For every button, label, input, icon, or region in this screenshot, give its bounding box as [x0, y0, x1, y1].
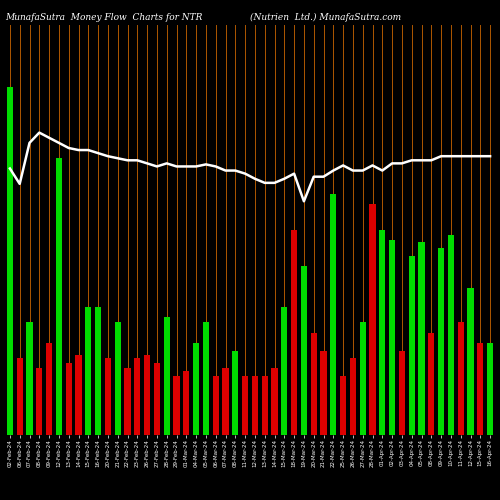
Bar	[36, 368, 43, 435]
Bar	[389, 240, 396, 435]
Bar	[56, 158, 62, 435]
Bar	[272, 368, 278, 435]
Bar	[212, 376, 219, 435]
Bar	[360, 322, 366, 435]
Bar	[350, 358, 356, 435]
Bar	[232, 351, 238, 435]
Bar	[76, 355, 82, 435]
Bar	[154, 363, 160, 435]
Bar	[398, 351, 405, 435]
Bar	[340, 376, 346, 435]
Text: MunafaSutra  Money Flow  Charts for NTR: MunafaSutra Money Flow Charts for NTR	[5, 12, 202, 22]
Bar	[134, 358, 140, 435]
Bar	[418, 242, 424, 435]
Bar	[16, 358, 23, 435]
Bar	[66, 363, 72, 435]
Bar	[458, 322, 464, 435]
Bar	[193, 343, 200, 435]
Text: (Nutrien  Ltd.) MunafaSutra.com: (Nutrien Ltd.) MunafaSutra.com	[250, 12, 401, 22]
Bar	[144, 355, 150, 435]
Bar	[46, 343, 52, 435]
Bar	[164, 317, 170, 435]
Bar	[252, 376, 258, 435]
Bar	[114, 322, 121, 435]
Bar	[6, 86, 13, 435]
Bar	[477, 343, 484, 435]
Bar	[468, 288, 473, 435]
Bar	[428, 332, 434, 435]
Bar	[183, 372, 190, 435]
Bar	[202, 322, 209, 435]
Bar	[262, 376, 268, 435]
Bar	[370, 204, 376, 435]
Bar	[379, 230, 386, 435]
Bar	[408, 256, 415, 435]
Bar	[330, 194, 336, 435]
Bar	[291, 230, 298, 435]
Bar	[310, 332, 317, 435]
Bar	[124, 368, 130, 435]
Bar	[242, 376, 248, 435]
Bar	[174, 376, 180, 435]
Bar	[222, 368, 228, 435]
Bar	[104, 358, 111, 435]
Bar	[95, 307, 102, 435]
Bar	[26, 322, 32, 435]
Bar	[300, 266, 307, 435]
Bar	[487, 343, 494, 435]
Bar	[281, 307, 287, 435]
Bar	[320, 351, 326, 435]
Bar	[448, 235, 454, 435]
Bar	[438, 248, 444, 435]
Bar	[85, 307, 91, 435]
